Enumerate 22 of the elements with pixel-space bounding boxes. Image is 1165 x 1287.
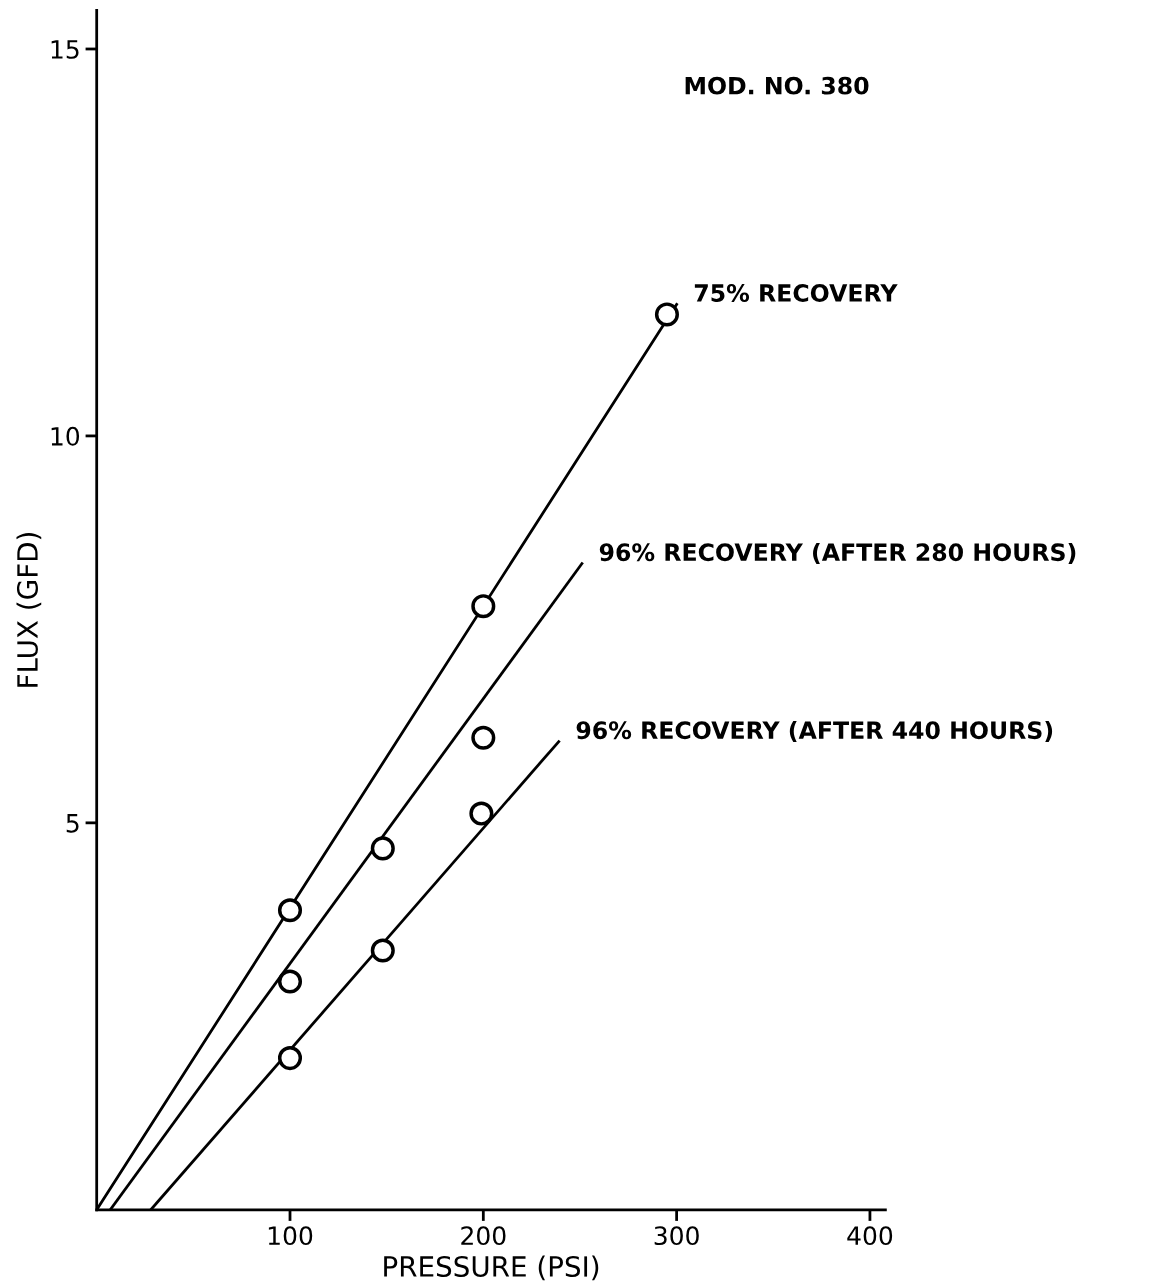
point [370,938,395,963]
y-axis-title: FLUX (GFD) [16,533,42,687]
annotation: 75% RECOVERY [694,284,898,302]
y-tick-label: 10 [51,426,80,446]
point [471,725,496,750]
annotation: 96% RECOVERY (AFTER 440 HOURS) [576,720,1053,742]
y-tick-label: 5 [66,814,79,833]
point [277,898,303,923]
y-tick-label: 15 [51,40,79,59]
x-tick-label: 200 [461,1226,506,1246]
annotation: 96% RECOVERY (AFTER 280 HOURS) [599,542,1076,564]
x-tick-label: 100 [268,1226,313,1246]
annotation: MOD. NO. 380 [685,76,869,95]
x-tick-label: 300 [654,1226,699,1246]
x-tick-label: 400 [847,1226,893,1246]
point [370,836,395,861]
point [277,969,303,994]
point [654,302,679,327]
x-axis-title: PRESSURE (PSI) [384,1255,599,1281]
point [277,1046,303,1071]
point [469,801,494,826]
point [471,594,496,619]
